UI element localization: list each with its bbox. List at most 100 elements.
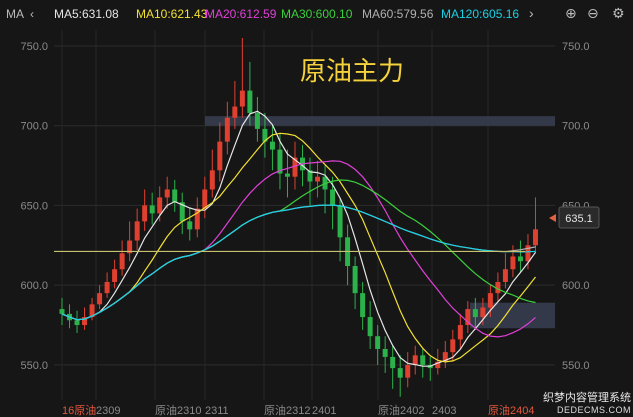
y-axis-left: 750.0 700.0 650.0 600.0 550.0 xyxy=(20,41,48,372)
candle-body xyxy=(149,205,155,214)
candle-body xyxy=(337,205,343,238)
candle-body xyxy=(74,320,80,326)
candle-body xyxy=(307,170,313,182)
candle-body xyxy=(450,339,456,353)
candle-body xyxy=(104,281,110,294)
y-tick-left: 700.0 xyxy=(20,121,48,133)
candle-body xyxy=(194,208,200,230)
candle-body xyxy=(157,197,163,214)
ma-line-ma30 xyxy=(61,179,536,321)
candle-body xyxy=(179,202,185,222)
x-tick-label: 2311 xyxy=(205,405,229,417)
candle-body xyxy=(390,356,396,369)
candle-body xyxy=(487,293,493,308)
zoom-in-icon[interactable]: ⊕ xyxy=(565,5,577,21)
candle-body xyxy=(209,170,215,190)
ma10-value: MA10:621.43 xyxy=(136,7,208,21)
candle-body xyxy=(284,173,290,177)
candle-body xyxy=(172,189,178,203)
candle-body xyxy=(352,266,358,294)
candle-body xyxy=(397,368,403,378)
zoom-out-icon[interactable]: ⊖ xyxy=(587,5,599,21)
y-tick-right: 550.0 xyxy=(562,360,590,372)
ma20-value: MA20:612.59 xyxy=(205,7,277,21)
y-tick-right: 750.0 xyxy=(562,41,590,53)
candle-body xyxy=(330,189,336,206)
ma-line-ma20 xyxy=(61,160,536,338)
x-tick-label: 原油2312 xyxy=(264,403,310,417)
candle-body xyxy=(510,256,516,270)
candle-body xyxy=(292,157,298,177)
candle-body xyxy=(435,361,441,369)
settings-icon[interactable]: ⚙ xyxy=(612,5,625,21)
x-tick-label: 2401 xyxy=(312,405,336,417)
candle-body xyxy=(495,281,501,294)
candle-body xyxy=(134,221,140,241)
candle-body xyxy=(232,106,238,118)
y-tick-left: 550.0 xyxy=(20,360,48,372)
candle-body xyxy=(525,245,531,262)
candle-body xyxy=(277,149,283,174)
ma-line-ma10 xyxy=(61,132,536,363)
candle-body xyxy=(82,317,88,326)
y-tick-right: 700.0 xyxy=(562,121,590,133)
candle-body xyxy=(127,240,133,254)
candle-body xyxy=(480,307,486,318)
y-tick-left: 750.0 xyxy=(20,41,48,53)
candle-body xyxy=(465,309,471,326)
x-tick-label: 原油2402 xyxy=(378,403,424,417)
candle-body xyxy=(472,309,478,318)
candle-body xyxy=(217,141,223,171)
candle-body xyxy=(367,317,373,337)
candle-body xyxy=(202,189,208,209)
x-axis: 16原油 2309 原油2310 2311 原油2312 2401 原油2402 2403 原油… xyxy=(62,403,534,417)
x-tick-label: 原油2310 xyxy=(155,403,201,417)
ma30-value: MA30:600.10 xyxy=(281,7,353,21)
candle-body xyxy=(269,141,275,150)
ma60-value: MA60:579.56 xyxy=(362,7,434,21)
candle-body xyxy=(315,176,321,182)
y-tick-left: 650.0 xyxy=(20,200,48,212)
watermark: 织梦内容管理系统 DEDECMS.COM xyxy=(543,392,631,416)
candle-body xyxy=(89,304,95,318)
x-tick-label: 16原油 xyxy=(62,403,96,417)
y-tick-right: 600.0 xyxy=(562,280,590,292)
candle-body xyxy=(375,336,381,349)
chevron-right-icon[interactable]: › xyxy=(529,5,534,21)
candle-body xyxy=(405,364,411,378)
current-price-tag: 635.1 xyxy=(549,206,600,229)
chart-title: 原油主力 xyxy=(300,57,404,87)
ma-label[interactable]: MA xyxy=(6,7,24,21)
ma-line-ma5 xyxy=(61,110,536,367)
y-tick-left: 600.0 xyxy=(20,280,48,292)
watermark-line2: DEDECMS.COM xyxy=(556,405,631,415)
candle-body xyxy=(442,352,448,362)
chevron-left-icon[interactable]: ‹ xyxy=(30,7,34,21)
candle-body xyxy=(517,256,523,262)
candle-body xyxy=(239,90,245,107)
ma-line-ma120 xyxy=(61,204,536,321)
candle-body xyxy=(382,348,388,357)
candle-body xyxy=(119,253,125,270)
candlesticks xyxy=(59,37,538,397)
candle-body xyxy=(532,229,538,246)
x-tick-label: 原油2404 xyxy=(488,403,534,417)
candle-body xyxy=(112,269,118,282)
candle-body xyxy=(412,355,418,365)
candle-body xyxy=(502,269,508,282)
candle-body xyxy=(457,325,463,340)
ma120-value: MA120:605.16 xyxy=(441,7,520,21)
ma5-value: MA5:631.08 xyxy=(54,7,119,21)
candle-body xyxy=(247,90,253,113)
watermark-line1: 织梦内容管理系统 xyxy=(543,392,631,404)
candle-body xyxy=(187,221,193,230)
x-tick-label: 2309 xyxy=(96,405,120,417)
candle-body xyxy=(360,293,366,318)
zone-band xyxy=(205,116,555,126)
candle-body xyxy=(254,112,260,129)
candle-body xyxy=(97,293,103,305)
candle-body xyxy=(224,117,230,142)
ma-toolbar: MA ‹ MA5:631.08 MA10:621.43 MA20:612.59 … xyxy=(0,0,633,28)
moving-average-lines xyxy=(54,110,536,367)
